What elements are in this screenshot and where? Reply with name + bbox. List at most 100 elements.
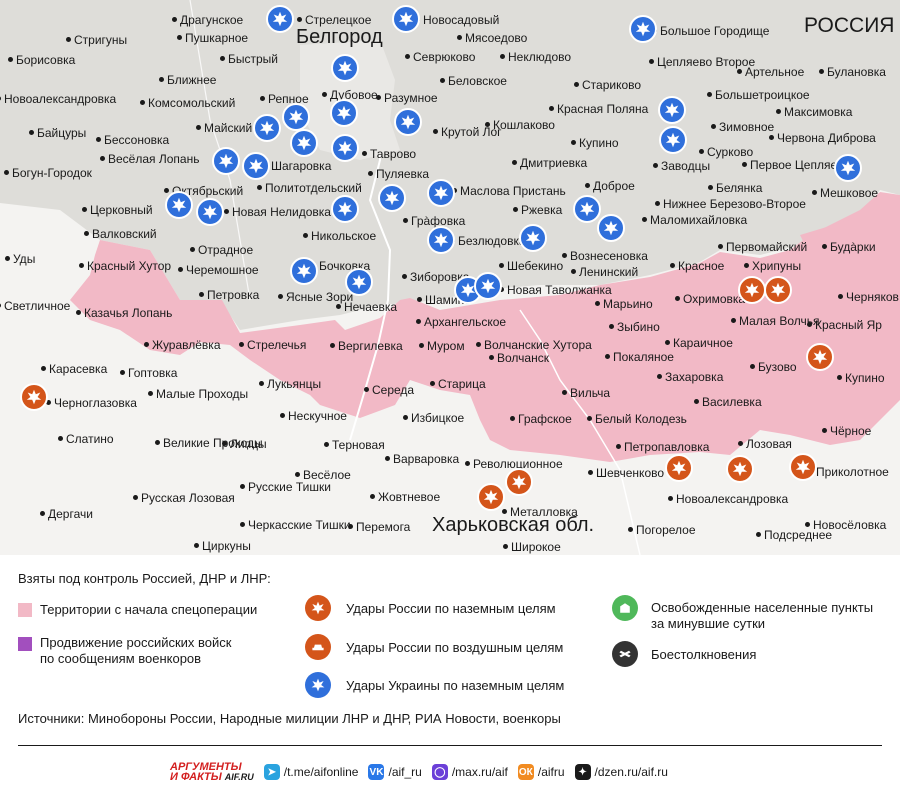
telegram-link[interactable]: ➤/t.me/aifonline	[263, 764, 358, 780]
sources-text: Источники: Минобороны России, Народные м…	[18, 711, 561, 726]
place-label: Ржевка	[521, 203, 563, 217]
place-dot	[403, 415, 408, 420]
place-dot	[737, 69, 742, 74]
ukraine-strike-icon[interactable]	[196, 198, 224, 226]
place-label: Жовтневое	[378, 490, 441, 504]
place-label: Лозовая	[746, 437, 792, 451]
russia-strike-icon[interactable]	[477, 483, 505, 511]
russia-strike-icon[interactable]	[789, 453, 817, 481]
ukraine-strike-icon[interactable]	[394, 108, 422, 136]
place-label: Лукьянцы	[267, 377, 322, 391]
ukraine-strike-icon[interactable]	[474, 272, 502, 300]
ukraine-strike-icon[interactable]	[331, 134, 359, 162]
ukraine-strike-icon[interactable]	[290, 257, 318, 285]
vk-link[interactable]: VK/aif_ru	[368, 764, 422, 780]
ukraine-strike-icon[interactable]	[573, 195, 601, 223]
place-dot	[838, 294, 843, 299]
ukraine-strike-icon[interactable]	[597, 214, 625, 242]
place-label: Черемошное	[186, 263, 259, 277]
place-label: Новоалександровка	[676, 492, 789, 506]
dzen-link[interactable]: ✦/dzen.ru/aif.ru	[574, 764, 668, 780]
place-dot	[440, 78, 445, 83]
place-dot	[500, 54, 505, 59]
place-label: Новая Нелидовка	[232, 205, 331, 219]
place-dot	[616, 444, 621, 449]
place-dot	[744, 263, 749, 268]
place-label: Новосёловка	[813, 518, 887, 532]
ukraine-strike-icon[interactable]	[253, 114, 281, 142]
place-dot	[562, 253, 567, 258]
ukraine-strike-icon[interactable]	[659, 126, 687, 154]
russia-strike-icon[interactable]	[806, 343, 834, 371]
russia-strike-icon[interactable]	[764, 276, 792, 304]
ok-link-text: /aifru	[537, 765, 565, 779]
place-dot	[322, 92, 327, 97]
russia-strike-icon[interactable]	[726, 455, 754, 483]
territory-swatch	[18, 603, 32, 617]
russia-strike-icon[interactable]	[665, 454, 693, 482]
place-dot	[385, 456, 390, 461]
ukraine-strike-icon[interactable]	[378, 184, 406, 212]
place-label: Церковный	[90, 203, 153, 217]
ukraine-strike-icon[interactable]	[519, 224, 547, 252]
place-label: Светличное	[4, 299, 71, 313]
logo-line2: И ФАКТЫ	[170, 771, 222, 783]
russia-strike-icon[interactable]	[505, 468, 533, 496]
place-dot	[5, 256, 10, 261]
russia-strike-icon[interactable]	[738, 276, 766, 304]
ukraine-strike-icon[interactable]	[427, 226, 455, 254]
place-dot	[587, 416, 592, 421]
place-label: Стрелецкое	[305, 13, 372, 27]
ukraine-strike-icon[interactable]	[331, 195, 359, 223]
place-label: Таврово	[370, 147, 417, 161]
place-dot	[499, 263, 504, 268]
ukraine-strike-icon[interactable]	[834, 154, 862, 182]
ukraine-strike-icon[interactable]	[242, 152, 270, 180]
place-label: Графское	[518, 412, 572, 426]
ok-link[interactable]: ОК/aifru	[517, 764, 565, 780]
map: Драгунское Стрелецкое Новосадовый Стригуны П…	[0, 0, 900, 555]
place-dot	[41, 366, 46, 371]
place-dot	[812, 190, 817, 195]
place-dot	[196, 125, 201, 130]
legend-advance-line2: по сообщениям военкоров	[40, 651, 202, 666]
place-label: Металловка	[510, 505, 578, 519]
dzen-link-text: /dzen.ru/aif.ru	[594, 765, 668, 779]
place-dot	[260, 96, 265, 101]
place-dot	[655, 201, 660, 206]
place-label: Волчанские Хутора	[484, 338, 592, 352]
liberated-icon	[612, 595, 638, 621]
ukraine-strike-icon[interactable]	[330, 99, 358, 127]
place-dot	[574, 82, 579, 87]
ukraine-strike-icon[interactable]	[282, 103, 310, 131]
place-dot	[84, 231, 89, 236]
place-dot	[82, 207, 87, 212]
ukraine-strike-icon[interactable]	[427, 179, 455, 207]
ukraine-strike-icon[interactable]	[331, 54, 359, 82]
russia-strike-icon[interactable]	[20, 383, 48, 411]
ukraine-strike-icon[interactable]	[658, 96, 686, 124]
place-label: Репное	[268, 92, 309, 106]
place-label: Шебекино	[507, 259, 564, 273]
logo-suffix: AIF.RU	[224, 772, 254, 782]
place-dot	[642, 217, 647, 222]
country-label: РОССИЯ	[804, 14, 895, 37]
place-dot	[837, 375, 842, 380]
ukraine-strike-icon[interactable]	[165, 191, 193, 219]
place-dot	[120, 370, 125, 375]
ukraine-ground-strike-icon	[305, 672, 331, 698]
place-label: Русская Лозовая	[141, 491, 235, 505]
ukraine-strike-icon[interactable]	[266, 5, 294, 33]
place-dot	[58, 436, 63, 441]
place-label: Волчанск	[497, 351, 549, 365]
place-label: Майский	[204, 121, 253, 135]
ukraine-strike-icon[interactable]	[345, 268, 373, 296]
ukraine-strike-icon[interactable]	[392, 5, 420, 33]
aif-logo[interactable]: АРГУМЕНТЫ И ФАКТЫ AIF.RU	[170, 762, 254, 783]
place-dot	[370, 494, 375, 499]
ukraine-strike-icon[interactable]	[290, 129, 318, 157]
ukraine-strike-icon[interactable]	[629, 15, 657, 43]
place-label: Вергилевка	[338, 339, 403, 353]
max-link[interactable]: ◯/max.ru/aif	[431, 764, 508, 780]
ukraine-strike-icon[interactable]	[212, 147, 240, 175]
